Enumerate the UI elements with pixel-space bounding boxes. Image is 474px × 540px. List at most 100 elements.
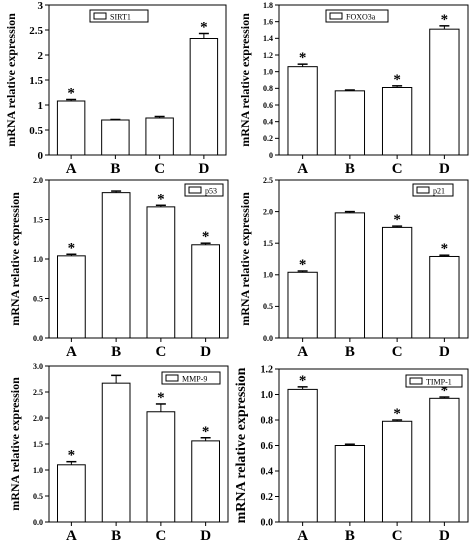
y-tick-label: 1.6 [263,17,273,26]
significance-marker: * [202,229,210,245]
bar [381,87,413,156]
chart-panel-1: 0 0.5 1 1.5 2 2.5 3 mRNA relative expression * A B… [4,0,227,177]
plot-frame [278,4,469,156]
y-tick-label: 1.2 [261,365,274,376]
y-tick-label: 0.5 [29,125,43,137]
x-tick-label: D [200,344,211,360]
y-tick-label: 1.8 [263,1,273,10]
bar [101,382,131,523]
y-tick-label: 0.8 [263,84,273,93]
x-tick-label: B [345,528,355,540]
y-tick-label: 0.6 [261,441,274,452]
legend-swatch [188,186,202,194]
y-tick-label: 1.2 [263,51,273,60]
y-tick-label: 1.5 [33,215,43,224]
legend-label: TIMP-1 [426,378,452,387]
legend-label: p21 [433,187,445,196]
x-tick-label: D [198,161,209,177]
significance-marker: * [200,20,208,36]
y-tick-label: 1.0 [33,255,43,264]
legend-swatch [165,374,179,382]
bar [57,464,86,523]
y-axis-label: mRNA relative expression [8,377,22,511]
bar [429,255,460,339]
significance-marker: * [299,373,307,389]
significance-marker: * [441,383,449,399]
chart-panel-5: 0.0 0.5 1.0 1.5 2.0 2.5 3.0 mRNA relative expre… [8,362,229,540]
bar [191,440,220,523]
x-tick-label: A [297,528,308,540]
legend-label: FOXO3a [346,13,376,22]
y-axis-label: mRNA relative expression [238,13,252,147]
y-tick-label: 0.2 [263,134,273,143]
x-tick-label: D [200,528,211,540]
significance-marker: * [202,424,210,440]
x-tick-label: D [439,528,450,540]
x-tick-label: A [297,161,308,177]
legend-swatch [416,186,430,194]
legend-swatch [409,377,423,385]
legend: TIMP-1 [405,374,463,388]
x-tick-label: D [439,161,450,177]
bar [146,411,176,523]
y-tick-label: 0.0 [33,334,43,343]
chart-panel-6: 0.0 0.2 0.4 0.6 0.8 1.0 1.2 mRNA relative expre… [234,365,469,540]
legend: MMP-9 [161,371,221,385]
y-tick-label: 2.0 [263,207,273,216]
y-axis-label: mRNA relative expression [8,192,22,326]
bar [287,271,318,339]
y-tick-label: 0.8 [261,416,274,427]
bar [287,388,318,523]
y-tick-label: 0.4 [261,467,274,478]
significance-marker: * [393,406,401,422]
bar [429,397,460,523]
x-tick-label: B [345,344,355,360]
x-tick-label: B [111,344,121,360]
legend: p21 [412,183,454,197]
significance-marker: * [441,12,449,28]
bar [191,244,220,339]
y-tick-label: 1.4 [263,34,273,43]
bar [334,90,366,156]
bar [145,117,174,156]
bar [57,255,86,339]
y-tick-label: 1 [38,100,44,112]
y-tick-label: 1.0 [263,271,273,280]
y-tick-label: 3 [38,0,44,12]
y-tick-label: 2.5 [29,25,43,37]
legend-label: SIRT1 [110,13,131,22]
y-tick-label: 0.6 [263,101,273,110]
x-tick-label: A [66,161,77,177]
significance-marker: * [157,390,165,406]
x-tick-label: C [155,344,166,360]
y-tick-label: 2.5 [263,176,273,185]
significance-marker: * [67,86,75,102]
y-tick-label: 0.5 [263,302,273,311]
chart-panel-3: 0.0 0.5 1.0 1.5 2.0 mRNA relative expression *… [8,176,229,360]
x-tick-label: D [439,344,450,360]
y-tick-label: 3.0 [33,362,43,371]
y-tick-label: 1.5 [29,75,43,87]
bar [429,28,460,156]
significance-marker: * [68,448,76,464]
bar [56,100,86,156]
y-tick-label: 0.2 [261,492,274,503]
bar [334,212,366,339]
x-tick-label: A [66,528,77,540]
x-tick-label: C [392,161,403,177]
x-tick-label: A [297,344,308,360]
legend-swatch [93,12,107,20]
y-axis-label: mRNA relative expression [238,192,252,326]
significance-marker: * [393,212,401,228]
y-tick-label: 1.0 [261,390,274,401]
legend-label: MMP-9 [182,375,207,384]
bar [381,226,413,339]
x-tick-label: B [111,528,121,540]
bar [101,119,130,156]
significance-marker: * [157,191,165,207]
x-tick-label: B [345,161,355,177]
y-tick-label: 2.5 [33,388,43,397]
plot-frame [278,179,469,339]
y-tick-label: 2.0 [33,176,43,185]
